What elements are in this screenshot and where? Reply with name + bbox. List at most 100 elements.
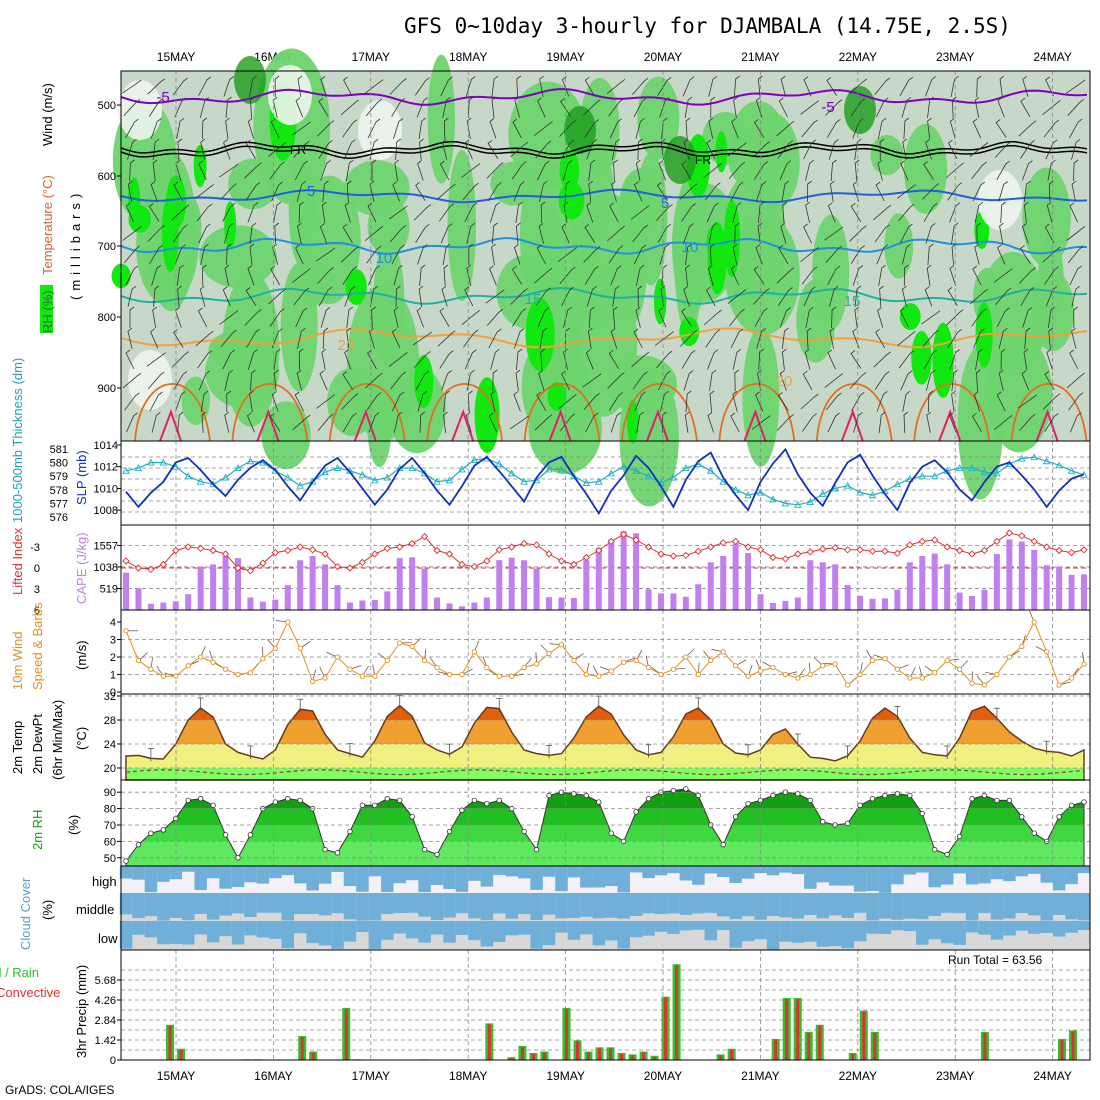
cloud-bar [605, 866, 618, 887]
wind-barb [367, 349, 377, 370]
wind-barb [511, 161, 527, 180]
tick-label: 24 [104, 739, 116, 751]
cape-bar [222, 556, 229, 610]
wind-barb [853, 412, 863, 433]
rh-legend-swatch [40, 285, 53, 333]
wind-barb [366, 392, 382, 411]
rh2m-marker [994, 797, 1000, 804]
cloud-bar [231, 893, 245, 914]
cloud-bar [804, 866, 817, 889]
upper-air-grid [175, 71, 1053, 441]
thickness-marker [458, 465, 466, 473]
cape-bar [807, 560, 814, 610]
wind-barb [588, 159, 596, 181]
rh2m-marker [944, 851, 950, 858]
contour-25 [426, 383, 504, 442]
wind10-marker [260, 656, 266, 662]
cloud-bar [629, 866, 643, 873]
cape-bar [172, 601, 179, 610]
cloud-bar [853, 921, 867, 942]
cape-bar [446, 603, 453, 610]
wind-barb [878, 411, 886, 433]
wind-barb [220, 329, 237, 348]
wind-barb [849, 372, 867, 389]
wind-barb [807, 180, 812, 203]
wind-barb [751, 415, 771, 430]
wind-barb [779, 307, 791, 328]
wind-barb [560, 139, 575, 159]
wind-barb [272, 243, 279, 265]
cloud-bar [318, 921, 332, 946]
cloud-bar [692, 866, 705, 885]
contour-30 [1035, 409, 1059, 442]
wind-barb [635, 264, 645, 286]
rh2m-marker [745, 800, 751, 807]
wind-barb [369, 327, 375, 349]
wind-barb [510, 141, 529, 158]
cloud-bar [206, 921, 220, 943]
wind-barb [850, 245, 866, 264]
cloud-bar [816, 866, 830, 883]
wind-barb [879, 285, 884, 308]
cloud-bar [953, 893, 966, 914]
rh2m-marker [820, 819, 826, 825]
wind-barb [610, 265, 622, 286]
wind-barb [199, 96, 210, 118]
rh2m-marker [633, 809, 639, 815]
wind10-marker [571, 657, 577, 664]
wind-barb [730, 265, 740, 286]
wind-barb [561, 370, 570, 391]
wind-barb [298, 348, 304, 371]
cloud-bar [405, 921, 419, 939]
thickness-marker [358, 470, 367, 478]
thickness-marker [134, 464, 143, 471]
contour-30 [840, 409, 864, 442]
precip-conv-bar [487, 1024, 491, 1060]
wind-barb [1045, 139, 1058, 160]
upper-air-ylabels: RH (%) Temperature (°C) Wind (m/s) (mill… [40, 83, 83, 333]
cloud-bar [704, 893, 718, 913]
wind-barb [247, 202, 259, 223]
thickness-marker [184, 472, 192, 480]
wind10-marker [732, 663, 739, 669]
cloud-bar [555, 921, 568, 933]
wind-barb [1066, 226, 1086, 241]
wind10-grid [121, 610, 1090, 694]
cloud-bar [119, 921, 133, 949]
wind-barb [801, 266, 818, 285]
wind-barb [610, 412, 622, 433]
wind10-marker [944, 657, 950, 664]
wind-barb [222, 286, 231, 307]
wind-barb [801, 119, 818, 138]
cape-tick: 1038 [94, 562, 118, 574]
wind-barb [393, 264, 403, 286]
wind10-marker [521, 664, 527, 671]
li-marker [383, 544, 391, 553]
wind-barb [294, 160, 308, 181]
wind-barb [366, 245, 382, 264]
cloud-bar [430, 921, 444, 935]
wind-barb [1071, 285, 1080, 307]
wind-barb [683, 370, 694, 391]
rh-blob-dry [118, 80, 162, 140]
wind-barb [609, 118, 622, 139]
wind10-marker [558, 642, 565, 648]
cloud-bar [779, 866, 792, 873]
precip-conv-bar [300, 1037, 304, 1060]
cloud-bar [617, 866, 630, 893]
tick-label: 3 [110, 635, 116, 647]
thickness-marker [283, 473, 292, 481]
cloud-bar [517, 866, 531, 879]
wind-barb [415, 224, 430, 243]
rh2m-marker [496, 797, 502, 804]
cloud-bar [667, 893, 680, 914]
cloud-bar [716, 866, 730, 878]
cloud-bar [169, 921, 183, 944]
precip-conv-bar [675, 965, 679, 1060]
wind-barb [827, 412, 840, 433]
wind-barb [491, 243, 496, 265]
wind-barb [635, 306, 641, 328]
cape-bars [123, 531, 1087, 610]
